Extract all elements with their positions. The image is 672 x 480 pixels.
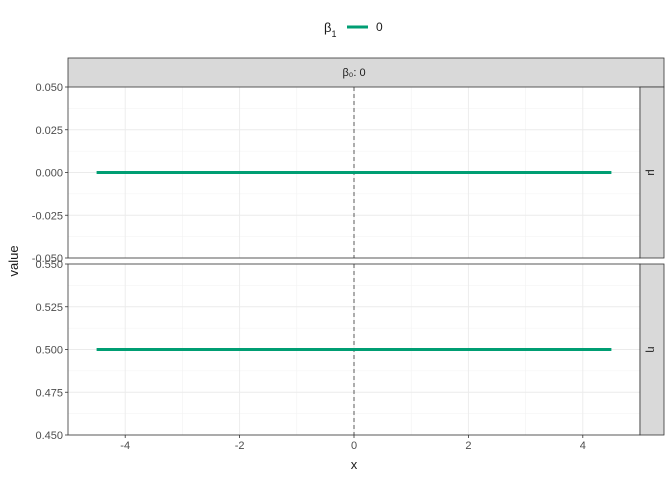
y-tick-label-1: 0.525 xyxy=(35,302,63,314)
y-tick-label-3: 0.475 xyxy=(35,387,63,399)
y-tick-label-2: 0.500 xyxy=(35,345,63,357)
column-strip-label: β₀: 0 xyxy=(342,67,365,79)
row-strip-label: μ xyxy=(645,169,657,175)
x-axis-title: x xyxy=(351,457,358,472)
x-tick-label-0: -4 xyxy=(120,440,130,452)
row-strip xyxy=(639,263,665,436)
y-tick-label-2: 0.000 xyxy=(35,168,63,180)
y-tick-label-0: 0.550 xyxy=(35,259,63,271)
panel-1: 0.550 0.525 0.500 0.475 0.450 η xyxy=(35,259,665,442)
row-strip-label: η xyxy=(645,346,657,352)
row-strip xyxy=(639,86,665,259)
y-axis-title: value xyxy=(6,245,21,276)
legend-title-subscript: 1 xyxy=(331,29,336,39)
panel-0: 0.050 0.025 0.000 -0.025 -0.050 μ xyxy=(32,82,665,265)
y-tick-label-4: 0.450 xyxy=(35,430,63,442)
x-tick-label-3: 2 xyxy=(465,440,471,452)
column-strip xyxy=(67,57,665,88)
x-tick-label-1: -2 xyxy=(235,440,245,452)
legend: β1 0 xyxy=(324,20,383,39)
legend-title: β1 xyxy=(324,20,337,39)
x-axis: -4 -2 0 2 4 xyxy=(120,435,586,452)
x-tick-label-4: 4 xyxy=(580,440,586,452)
y-tick-label-3: -0.025 xyxy=(32,210,63,222)
chart-panels: β₀: 00.0500.0250.000-0.025-0.050μ0.5500.… xyxy=(32,57,665,442)
y-tick-label-4: -0.050 xyxy=(32,253,63,265)
x-tick-label-2: 0 xyxy=(351,440,357,452)
legend-label-0: 0 xyxy=(376,20,383,34)
y-tick-label-0: 0.050 xyxy=(35,82,63,94)
y-tick-label-1: 0.025 xyxy=(35,125,63,137)
